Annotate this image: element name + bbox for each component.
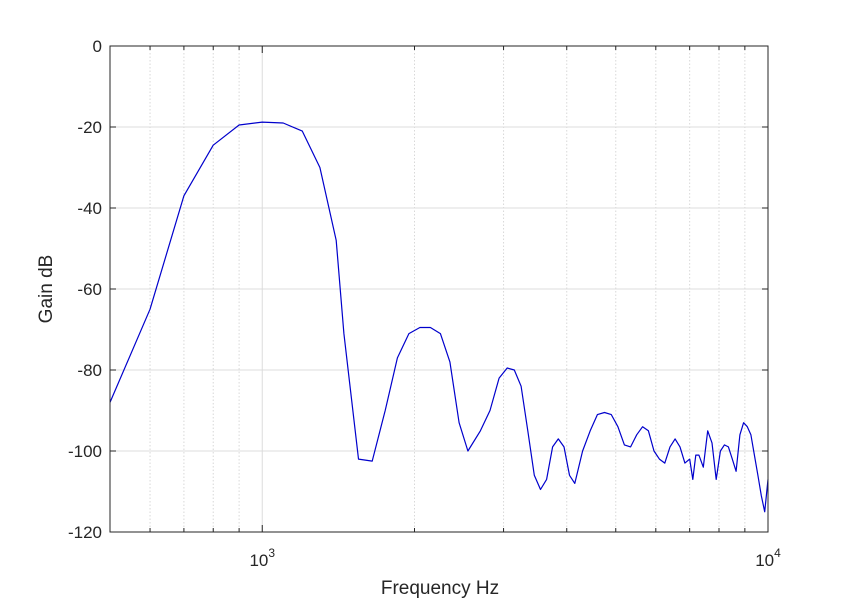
x-axis-label: Frequency Hz bbox=[381, 578, 499, 599]
grid bbox=[109, 46, 768, 532]
series-line bbox=[109, 121, 769, 513]
y-axis-label: Gain dB bbox=[36, 255, 57, 324]
y-tick-label: -60 bbox=[77, 280, 102, 299]
tick-labels: 0 -20 -40 -60 -80 -100 -120 103 104 bbox=[68, 37, 781, 570]
x-tick-label: 103 bbox=[249, 546, 275, 570]
y-tick-label: -80 bbox=[77, 361, 102, 380]
y-tick-label: -100 bbox=[68, 442, 102, 461]
y-tick-label: 0 bbox=[93, 37, 102, 56]
plot-area bbox=[109, 121, 769, 513]
axes bbox=[109, 45, 769, 533]
y-tick-label: -40 bbox=[77, 199, 102, 218]
y-tick-label: -120 bbox=[68, 523, 102, 542]
y-tick-label: -20 bbox=[77, 118, 102, 137]
x-tick-label: 104 bbox=[755, 546, 781, 570]
